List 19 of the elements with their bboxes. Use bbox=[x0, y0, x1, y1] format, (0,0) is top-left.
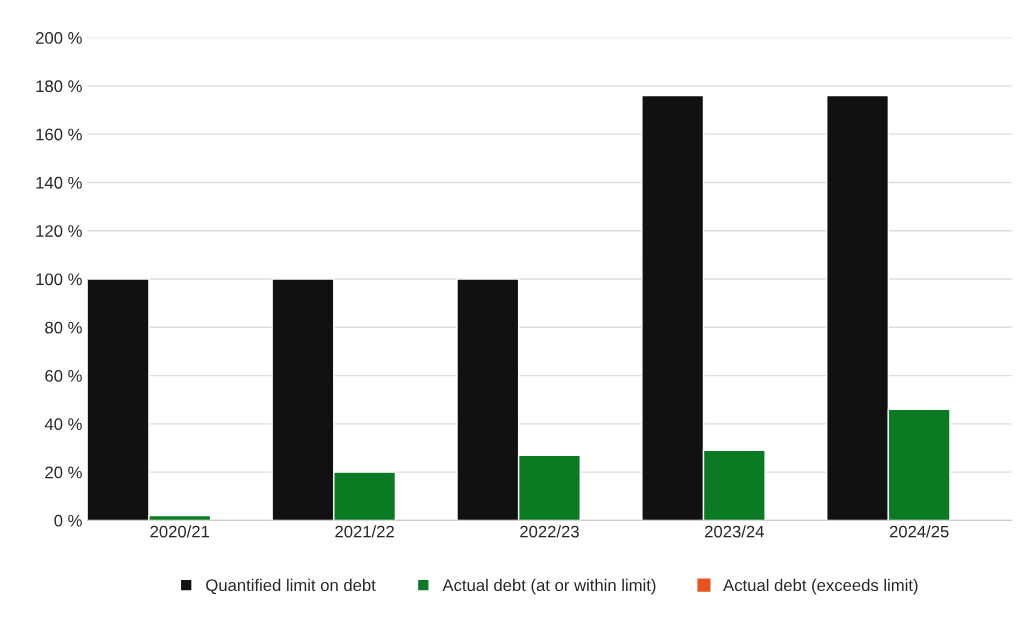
y-tick-label: 80 % bbox=[45, 321, 82, 334]
legend-label: Actual debt (exceeds limit) bbox=[723, 578, 918, 595]
y-tick-label: 180 % bbox=[36, 80, 82, 93]
x-tick-label: 2023/24 bbox=[705, 525, 764, 538]
y-tick-label: 0 % bbox=[54, 514, 82, 527]
y-tick-label: 60 % bbox=[45, 369, 82, 382]
y-tick-label: 100 % bbox=[36, 273, 82, 286]
y-tick-label: 140 % bbox=[36, 176, 82, 189]
y-tick-label: 200 % bbox=[36, 32, 82, 44]
x-tick-label: 2021/22 bbox=[335, 525, 394, 538]
legend-label: Quantified limit on debt bbox=[206, 578, 376, 595]
y-tick-label: 120 % bbox=[36, 225, 82, 237]
x-tick-label: 2020/21 bbox=[150, 525, 210, 538]
x-tick-label: 2024/25 bbox=[889, 525, 949, 538]
legend-label: Actual debt (at or within limit) bbox=[442, 578, 656, 595]
x-tick-label: 2022/23 bbox=[520, 525, 579, 538]
y-tick-label: 40 % bbox=[44, 418, 82, 431]
y-tick-label: 20 % bbox=[45, 466, 82, 479]
y-tick-label: 160 % bbox=[36, 128, 82, 141]
